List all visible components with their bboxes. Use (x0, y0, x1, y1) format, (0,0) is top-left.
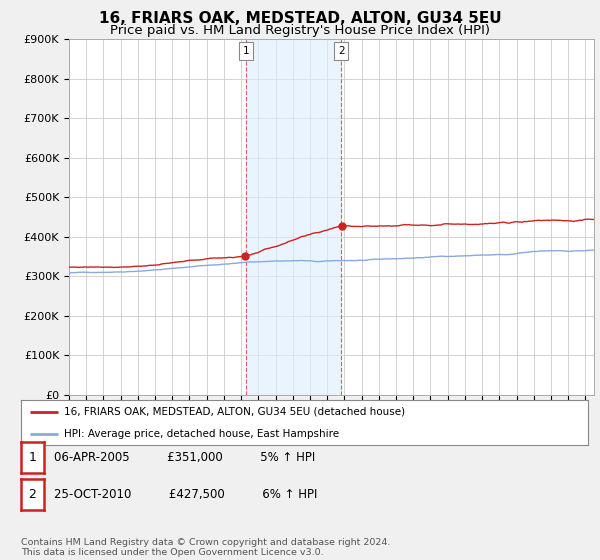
Text: 2: 2 (28, 488, 37, 501)
Text: HPI: Average price, detached house, East Hampshire: HPI: Average price, detached house, East… (64, 429, 338, 439)
Text: 06-APR-2005          £351,000          5% ↑ HPI: 06-APR-2005 £351,000 5% ↑ HPI (54, 451, 315, 464)
Text: 25-OCT-2010          £427,500          6% ↑ HPI: 25-OCT-2010 £427,500 6% ↑ HPI (54, 488, 317, 501)
Text: 2: 2 (338, 46, 344, 56)
Text: 16, FRIARS OAK, MEDSTEAD, ALTON, GU34 5EU (detached house): 16, FRIARS OAK, MEDSTEAD, ALTON, GU34 5E… (64, 407, 404, 417)
Text: Price paid vs. HM Land Registry's House Price Index (HPI): Price paid vs. HM Land Registry's House … (110, 24, 490, 36)
Text: 1: 1 (242, 46, 249, 56)
Text: Contains HM Land Registry data © Crown copyright and database right 2024.
This d: Contains HM Land Registry data © Crown c… (21, 538, 391, 557)
Text: 16, FRIARS OAK, MEDSTEAD, ALTON, GU34 5EU: 16, FRIARS OAK, MEDSTEAD, ALTON, GU34 5E… (98, 11, 502, 26)
Bar (246, 39, 341, 395)
Text: 1: 1 (28, 451, 37, 464)
